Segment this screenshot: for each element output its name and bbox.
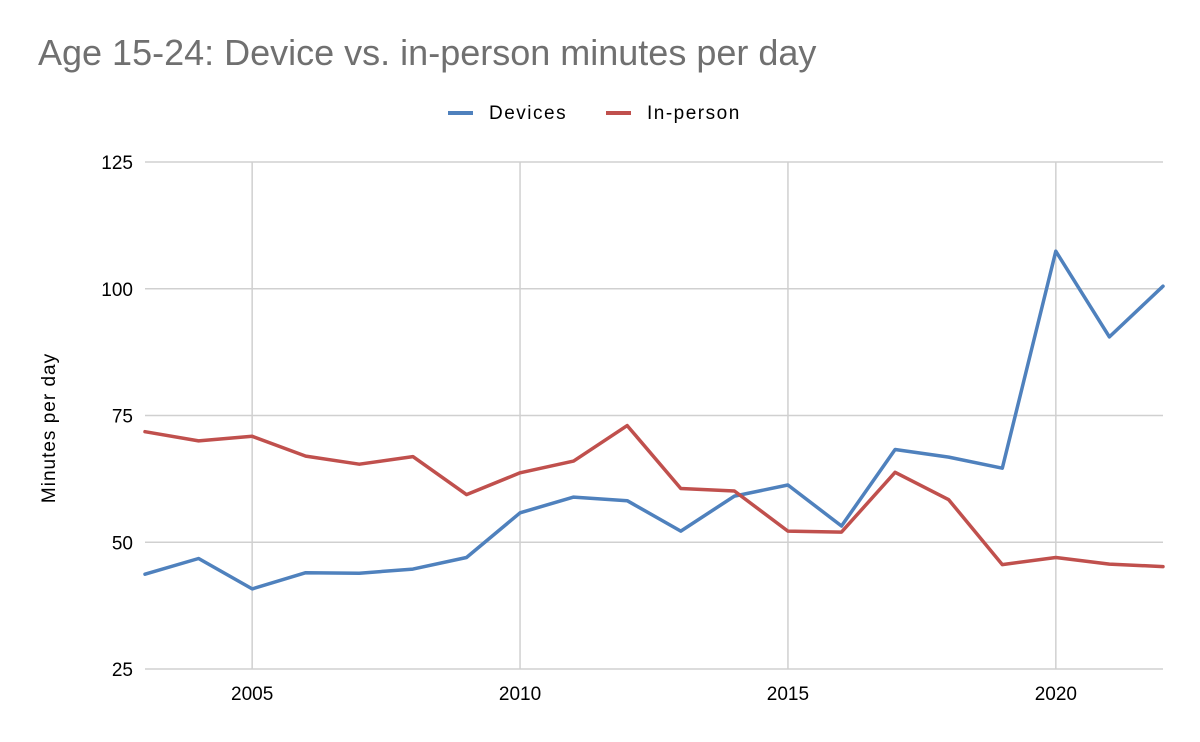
x-axis-tick-labels: 2005 2010 2015 2020 — [231, 684, 1077, 705]
series-line-in-person — [143, 423, 1165, 569]
x-tick-label: 2005 — [231, 684, 273, 705]
series-line-devices — [143, 249, 1165, 591]
vertical-gridlines — [251, 162, 1057, 669]
series-lines — [143, 249, 1165, 591]
y-axis-tick-labels: 25 50 75 100 125 — [101, 153, 133, 681]
x-tick-label: 2010 — [499, 684, 541, 705]
legend: Devices In-person — [448, 103, 741, 124]
y-tick-label: 125 — [101, 153, 133, 174]
y-axis-label: Minutes per day — [39, 353, 60, 503]
chart-title: Age 15-24: Device vs. in-person minutes … — [38, 32, 817, 73]
legend-label-devices: Devices — [489, 103, 567, 124]
y-tick-label: 75 — [112, 407, 133, 428]
y-tick-label: 50 — [112, 533, 133, 554]
y-tick-label: 100 — [101, 280, 133, 301]
x-tick-label: 2015 — [767, 684, 809, 705]
horizontal-gridlines — [145, 161, 1163, 670]
y-tick-label: 25 — [112, 660, 133, 681]
x-tick-label: 2020 — [1035, 684, 1077, 705]
legend-label-in-person: In-person — [647, 103, 741, 124]
